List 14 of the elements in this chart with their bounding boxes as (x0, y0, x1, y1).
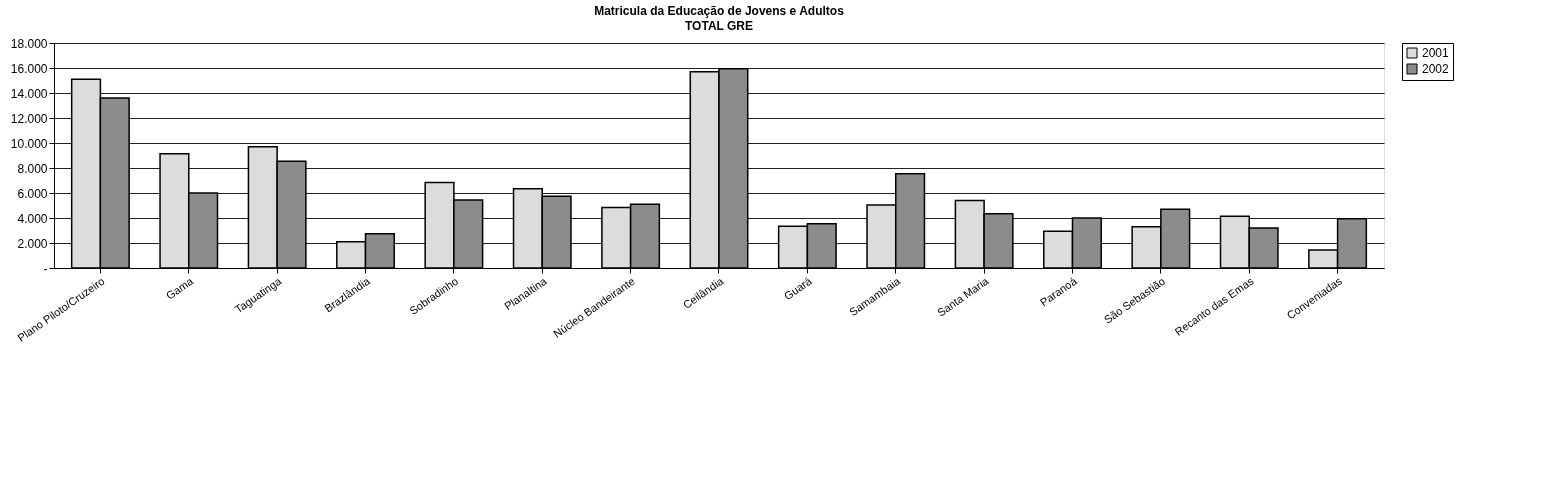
y-tick-label: 12.000 (10, 111, 48, 126)
chart-subtitle: TOTAL GRE (684, 19, 754, 33)
legend-label: 2002 (1422, 62, 1450, 76)
y-tick-label: 8.000 (17, 161, 48, 176)
y-tick-label: 4.000 (17, 211, 48, 226)
chart-title: Matricula da Educação de Jovens e Adultos (594, 4, 845, 18)
legend-label: 2001 (1422, 46, 1450, 60)
y-tick-label: 14.000 (10, 86, 48, 101)
y-tick-label: 2.000 (17, 236, 48, 251)
y-tick-label: 18.000 (10, 36, 48, 51)
y-tick-label: 10.000 (10, 136, 48, 151)
y-tick-label: 16.000 (10, 61, 48, 76)
y-tick-label: - (43, 261, 48, 276)
y-tick-label: 6.000 (17, 186, 48, 201)
